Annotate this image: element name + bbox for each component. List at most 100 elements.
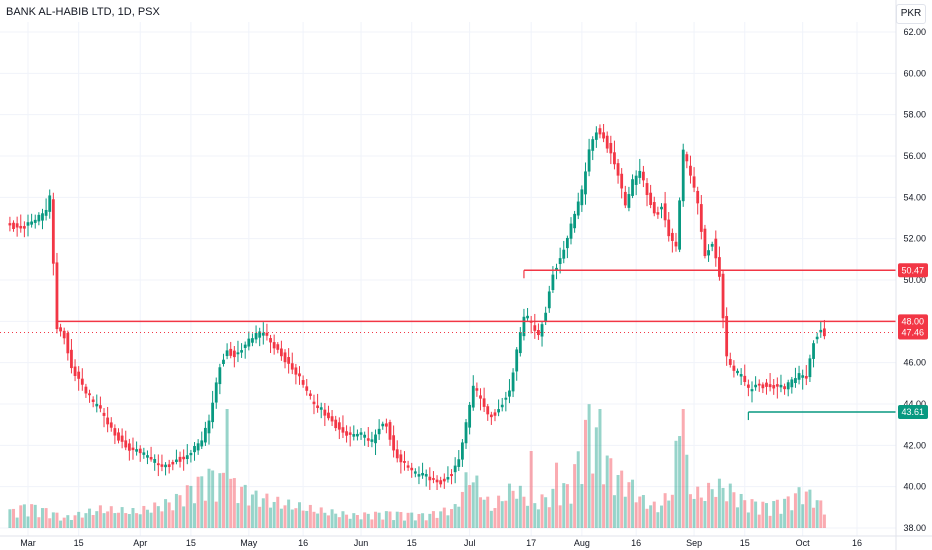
volume-bar [51, 512, 55, 528]
volume-bar [26, 516, 30, 528]
volume-bar [616, 475, 620, 528]
candle-body [225, 350, 229, 357]
volume-bar [576, 451, 580, 528]
price-axis[interactable]: 62.00 60.00 58.00 56.00 54.00 52.00 50.00 48.00… [895, 0, 928, 550]
candle-body [243, 344, 247, 348]
volume-bar [497, 495, 501, 528]
candle-body [359, 432, 363, 435]
volume-bar [703, 501, 707, 528]
candle-body [714, 238, 718, 259]
volume-bar [164, 499, 168, 528]
time-axis[interactable]: Mar 15 Apr 15 May 16 Jun 15 Jul 17 Aug 16 Sep 15 Oct 16 [0, 535, 932, 548]
volume-bar [446, 515, 450, 528]
volume-bar [30, 504, 34, 528]
volume-bar [544, 497, 548, 528]
candle-body [200, 440, 204, 447]
time-tick-label: May [240, 538, 258, 548]
candle-body [497, 409, 500, 413]
volume-bar [55, 512, 59, 528]
candle-body [801, 375, 805, 378]
volume-bar [822, 514, 826, 528]
candle-body [124, 440, 128, 448]
currency-badge[interactable]: PKR [896, 4, 926, 24]
candle-body [522, 316, 526, 337]
candle-body [370, 439, 374, 442]
volume-bar [120, 507, 124, 528]
time-tick-label: Apr [133, 538, 147, 548]
candle-body [70, 349, 73, 369]
candle-body [41, 213, 44, 221]
volume-bar [243, 484, 247, 528]
price-badge-label: 48.00 [901, 316, 924, 326]
candle-body [750, 389, 754, 392]
candle-body [808, 358, 812, 378]
candle-body [475, 388, 479, 391]
candle-body [482, 398, 486, 407]
volume-bar [786, 496, 790, 528]
volume-bar [710, 489, 714, 528]
time-tick-label: 17 [526, 538, 536, 548]
candle-body [236, 352, 240, 355]
price-tick-label: 56.00 [903, 151, 926, 161]
volume-bar [775, 499, 779, 528]
candle-body [631, 179, 634, 196]
candle-body [670, 232, 674, 241]
volume-bar [783, 498, 787, 528]
candle-body [258, 331, 262, 338]
volume-bar [678, 436, 682, 528]
volume-bar [540, 494, 544, 528]
volume-bar [475, 475, 479, 528]
candle-body [356, 433, 359, 437]
volume-bar [174, 493, 178, 528]
volume-bars [8, 404, 826, 528]
candle-body [298, 373, 301, 377]
candle-body [544, 312, 548, 322]
candle-body [117, 432, 120, 441]
candle-body [623, 191, 627, 206]
candle-body [812, 343, 815, 359]
candle-body [765, 382, 768, 387]
volume-bar [22, 504, 26, 528]
candle-body [493, 412, 497, 416]
candle-body [127, 443, 131, 451]
volume-bar [200, 476, 204, 528]
candle-body [489, 414, 493, 418]
candle-body [464, 422, 468, 444]
candle-body [182, 456, 186, 460]
candle-body [471, 385, 475, 408]
candle-body [374, 434, 377, 444]
volume-bar [562, 483, 566, 528]
candle-body [718, 257, 721, 277]
candle-body [580, 189, 584, 206]
candle-body [413, 471, 417, 474]
candle-body [319, 407, 323, 410]
price-tick-label: 60.00 [903, 68, 926, 78]
candle-body [674, 241, 678, 247]
volume-bar [631, 479, 635, 528]
volume-bar [674, 440, 678, 528]
candle-body [616, 163, 620, 176]
volume-bar [294, 508, 298, 528]
volume-bar [435, 517, 439, 528]
price-badge-label: 47.46 [901, 327, 924, 337]
candle-body [276, 344, 280, 350]
candle-body [435, 479, 439, 483]
price-tick-label: 44.00 [903, 399, 926, 409]
volume-bar [583, 419, 587, 528]
volume-bar [797, 487, 801, 528]
volume-bar [62, 517, 66, 528]
candle-body [587, 149, 591, 172]
time-tick-label: 15 [186, 538, 196, 548]
candle-body [725, 316, 729, 357]
candle-body [142, 452, 146, 455]
volume-bar [482, 499, 486, 528]
volume-bar [370, 519, 374, 528]
candle-body [689, 165, 692, 176]
candle-body [555, 267, 558, 271]
volume-bar [641, 495, 645, 528]
candle-body [721, 273, 725, 319]
volume-bar [283, 505, 287, 528]
candle-body [739, 374, 743, 377]
candle-body [537, 330, 540, 336]
